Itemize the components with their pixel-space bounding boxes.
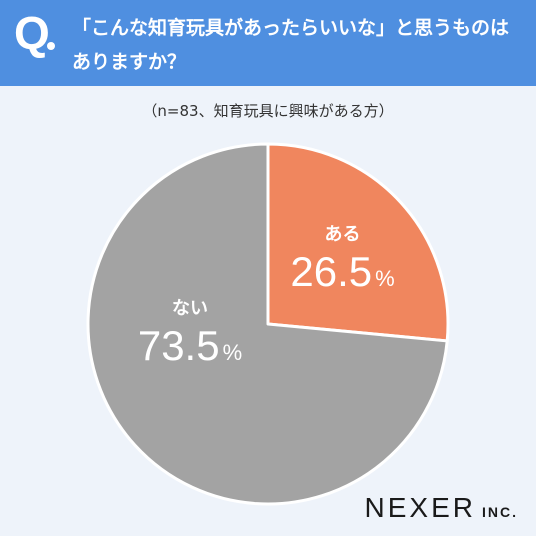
question-line-1: 「こんな知育玩具があったらいいな」と思うものは xyxy=(72,17,510,39)
slice-label-nai: ない xyxy=(172,298,208,319)
q-mark: Q xyxy=(14,7,50,59)
logo-main-text: NEXER xyxy=(364,492,476,523)
q-dot xyxy=(47,42,55,50)
slice-value-nai: 73.5% xyxy=(138,322,242,369)
question-line-2: ありますか？ xyxy=(72,51,187,73)
pie-slice-aru xyxy=(266,142,450,343)
question-header: Q 「こんな知育玩具があったらいいな」と思うものは ありますか？ xyxy=(0,0,536,86)
slice-label-aru: ある xyxy=(325,224,361,245)
pie-slice-nai xyxy=(86,142,449,506)
sample-note: （n=83、知育玩具に興味がある方） xyxy=(142,102,394,120)
nexer-logo: NEXER INC. xyxy=(365,492,518,524)
logo-sub-text: INC. xyxy=(482,504,518,520)
slice-value-aru: 26.5% xyxy=(290,248,394,295)
